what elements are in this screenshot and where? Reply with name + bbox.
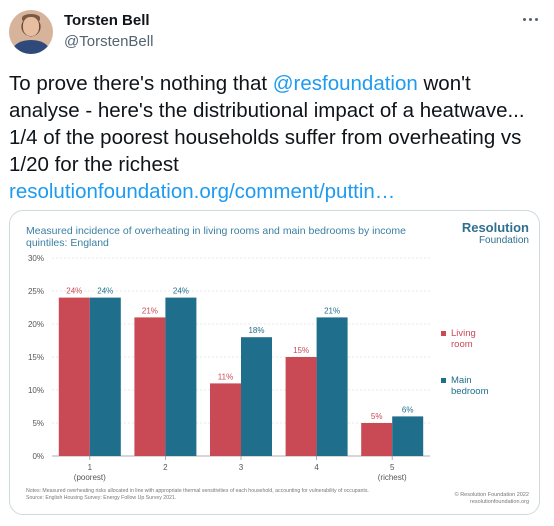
x-tick-label: 2 (163, 463, 168, 472)
copyright-line: © Resolution Foundation 2022 (454, 492, 529, 498)
bar (361, 423, 393, 456)
bar (58, 297, 90, 456)
brand-line-2: Foundation (478, 235, 529, 246)
y-tick-label: 30% (28, 254, 44, 263)
y-tick-label: 10% (28, 386, 44, 395)
notes-line: Notes: Measured overheating risks alloca… (26, 488, 369, 494)
author-handle[interactable]: @TorstenBell (64, 33, 154, 50)
bar (316, 317, 348, 456)
tweet-text: To prove there's nothing that @resfounda… (9, 70, 539, 205)
y-tick-label: 25% (28, 287, 44, 296)
bar (210, 383, 241, 456)
author-name[interactable]: Torsten Bell (64, 12, 150, 29)
data-label: 18% (248, 326, 264, 335)
legend-label: Main bedroom (451, 375, 489, 397)
y-tick-label: 20% (28, 320, 44, 329)
bar (285, 357, 317, 456)
y-tick-label: 15% (28, 353, 44, 362)
data-label: 15% (293, 346, 309, 355)
brand-logo: Resolution Foundation (461, 220, 529, 247)
data-label: 21% (324, 306, 340, 315)
tweet-text-part: won't analyse - here's the distributiona… (9, 72, 525, 176)
copyright-url: resolutionfoundation.org (469, 499, 529, 505)
data-label: 24% (66, 287, 82, 296)
copyright: © Resolution Foundation 2022 resolutionf… (455, 492, 529, 506)
legend-swatch (441, 378, 446, 383)
url-link[interactable]: resolutionfoundation.org/comment/puttin… (9, 180, 396, 203)
mention-link[interactable]: @resfoundation (272, 72, 418, 95)
bar (134, 317, 166, 456)
data-label: 6% (402, 405, 414, 414)
brand-line-1: Resolution (461, 220, 529, 235)
legend-label: Living room (451, 328, 476, 350)
data-label: 5% (371, 412, 383, 421)
avatar[interactable] (9, 10, 53, 54)
x-tick-label: 4 (314, 463, 319, 472)
bar (165, 297, 197, 456)
y-tick-label: 5% (32, 419, 44, 428)
chart-title: Measured incidence of overheating in liv… (26, 225, 406, 249)
x-tick-label: 3 (239, 463, 244, 472)
chart-image-card[interactable]: Measured incidence of overheating in liv… (9, 210, 540, 515)
x-tick-sublabel: (poorest) (74, 473, 106, 482)
x-tick-label: 1 (88, 463, 93, 472)
more-horizontal-icon[interactable] (519, 10, 541, 28)
data-label: 21% (142, 306, 158, 315)
legend-swatch (441, 331, 446, 336)
x-tick-label: 5 (390, 463, 395, 472)
bar (241, 337, 272, 456)
data-label: 11% (218, 372, 233, 381)
tweet-text-part: To prove there's nothing that (9, 72, 273, 95)
x-tick-sublabel: (richest) (378, 473, 407, 482)
data-label: 24% (173, 287, 189, 296)
source-line: Source: English Housing Survey: Energy F… (26, 494, 177, 501)
chart-notes: Notes: Measured overheating risks alloca… (26, 488, 386, 501)
bar (89, 297, 121, 456)
bar (392, 416, 424, 456)
y-tick-label: 0% (32, 452, 44, 461)
data-label: 24% (97, 287, 113, 296)
bar-chart: 0%5%10%15%20%25%30%24% 24%1(poorest)21%24… (28, 254, 430, 482)
